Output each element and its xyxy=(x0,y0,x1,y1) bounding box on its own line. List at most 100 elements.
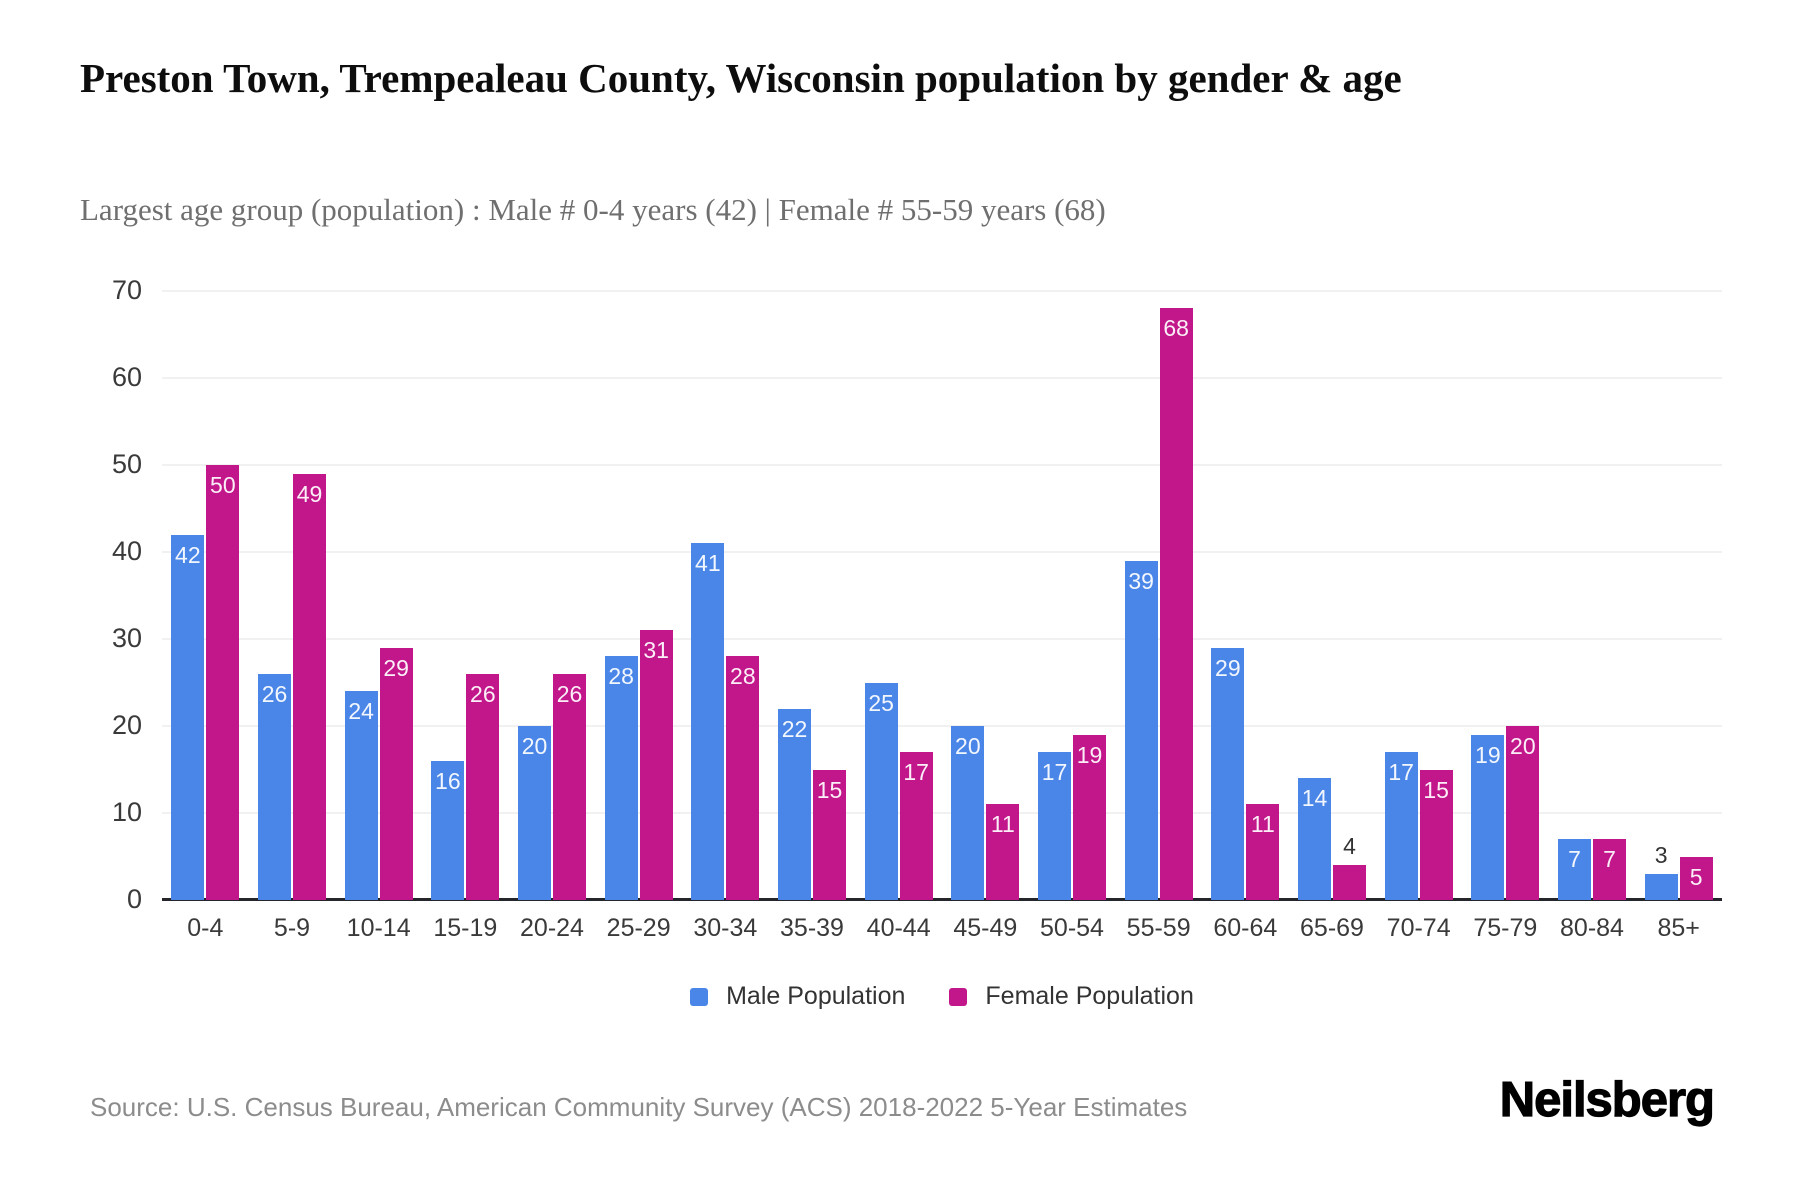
bar-female-65-69[interactable] xyxy=(1333,865,1366,900)
x-tick-label: 50-54 xyxy=(1040,914,1104,942)
bar-value-label: 29 xyxy=(1215,654,1241,681)
legend-label-male: Male Population xyxy=(726,982,906,1010)
bar-value-label: 41 xyxy=(695,550,721,577)
bar-female-0-4[interactable] xyxy=(206,465,240,900)
bar-value-label: 20 xyxy=(521,733,548,759)
bar-value-label: 19 xyxy=(1076,741,1103,768)
bar-male-70-74[interactable] xyxy=(1384,752,1418,900)
bar-value-label: 26 xyxy=(470,680,496,707)
bar-male-75-79[interactable] xyxy=(1471,734,1505,900)
bar-value-label: 17 xyxy=(1041,759,1068,786)
neilsberg-logo: Neilsberg xyxy=(1499,1072,1716,1127)
x-axis-line xyxy=(162,898,1722,901)
bar-male-15-19[interactable] xyxy=(431,760,465,900)
bar-female-80-84[interactable] xyxy=(1593,839,1626,900)
bar-value-label: 15 xyxy=(1423,776,1449,803)
bar-male-65-69[interactable] xyxy=(1298,778,1331,900)
bar-value-label: 20 xyxy=(955,733,981,759)
bar-value-label: 15 xyxy=(816,776,843,803)
y-tick-label: 40 xyxy=(111,536,142,566)
bar-female-75-79[interactable] xyxy=(1506,726,1540,900)
bar-female-10-14[interactable] xyxy=(379,647,413,900)
bar-value-label: 28 xyxy=(608,663,634,690)
bar-value-label: 11 xyxy=(1250,811,1275,838)
bar-value-label: 17 xyxy=(903,759,929,786)
x-tick-label: 85+ xyxy=(1657,914,1700,942)
bar-value-label: 17 xyxy=(1388,759,1414,786)
y-tick-label: 20 xyxy=(111,710,142,740)
y-tick-label: 0 xyxy=(126,884,142,914)
female-legend-swatch-icon xyxy=(949,987,968,1006)
bar-value-label: 24 xyxy=(348,698,374,725)
bar-value-label: 31 xyxy=(643,637,669,664)
x-tick-label: 65-69 xyxy=(1300,914,1364,942)
plot-area: 0 10 20 30 40 50 60 70 42 50 0-4 26 49 5-9 24 29 10-14 16… xyxy=(112,277,1722,942)
bar-male-80-84[interactable] xyxy=(1558,839,1591,900)
x-tick-label: 40-44 xyxy=(866,914,931,942)
x-tick-label: 80-84 xyxy=(1560,914,1624,942)
bar-female-20-24[interactable] xyxy=(553,673,586,900)
x-tick-label: 15-19 xyxy=(433,914,498,942)
source-text: Source: U.S. Census Bureau, American Com… xyxy=(90,1092,1188,1122)
bar-female-60-64[interactable] xyxy=(1246,804,1280,900)
bar-value-label: 26 xyxy=(261,680,288,707)
bar-value-label: 28 xyxy=(730,663,756,690)
y-tick-label: 60 xyxy=(111,362,142,392)
bar-female-25-29[interactable] xyxy=(639,630,673,900)
bar-female-70-74[interactable] xyxy=(1419,769,1453,900)
bar-female-85+[interactable] xyxy=(1679,856,1713,900)
gridline-50 xyxy=(162,464,1722,466)
bar-value-label: 25 xyxy=(868,689,894,716)
bar-value-label: 22 xyxy=(781,715,808,742)
x-tick-label: 5-9 xyxy=(273,914,311,942)
bar-male-50-54[interactable] xyxy=(1038,752,1071,900)
x-tick-label: 75-79 xyxy=(1473,914,1538,942)
bar-female-40-44[interactable] xyxy=(899,752,933,900)
bar-male-40-44[interactable] xyxy=(864,682,898,900)
bar-value-label: 19 xyxy=(1475,741,1501,768)
bar-female-30-34[interactable] xyxy=(726,656,760,900)
bar-female-15-19[interactable] xyxy=(466,673,500,900)
bar-male-5-9[interactable] xyxy=(258,673,291,900)
bar-female-5-9[interactable] xyxy=(293,473,326,900)
bar-male-85+[interactable] xyxy=(1644,873,1678,900)
legend-item-male[interactable]: Male Population xyxy=(690,982,905,1011)
y-tick-label: 50 xyxy=(111,449,142,479)
gridline-30 xyxy=(162,638,1722,640)
bar-male-20-24[interactable] xyxy=(518,726,551,900)
legend-item-female[interactable]: Female Population xyxy=(949,982,1194,1011)
male-legend-swatch-icon xyxy=(690,987,709,1006)
bar-male-35-39[interactable] xyxy=(778,708,811,900)
y-tick-label: 10 xyxy=(111,797,142,827)
bar-male-55-59[interactable] xyxy=(1124,560,1158,900)
x-tick-label: 70-74 xyxy=(1386,914,1451,942)
gridline-20 xyxy=(162,725,1722,727)
y-tick-label: 30 xyxy=(111,623,142,653)
bar-female-35-39[interactable] xyxy=(813,769,846,900)
page-title: Preston Town, Trempealeau County, Wiscon… xyxy=(80,55,1402,101)
bar-male-0-4[interactable] xyxy=(171,534,205,900)
bar-female-50-54[interactable] xyxy=(1073,734,1106,900)
bar-male-30-34[interactable] xyxy=(691,543,725,900)
gridline-10 xyxy=(162,812,1722,814)
bar-female-55-59[interactable] xyxy=(1159,308,1193,900)
bar-value-label: 20 xyxy=(1510,733,1536,759)
chart-subtitle: Largest age group (population) : Male # … xyxy=(80,192,1106,227)
legend-label-female: Female Population xyxy=(985,982,1194,1010)
bar-male-25-29[interactable] xyxy=(604,656,638,900)
bar-value-label: 49 xyxy=(296,480,323,507)
bar-value-label: 7 xyxy=(1568,846,1581,873)
bar-value-label: 3 xyxy=(1654,841,1668,868)
bar-value-label: 50 xyxy=(210,472,236,498)
y-tick-label: 70 xyxy=(111,275,142,305)
bar-female-45-49[interactable] xyxy=(986,804,1020,900)
x-tick-label: 25-29 xyxy=(606,914,671,942)
x-tick-label: 30-34 xyxy=(693,914,758,942)
bar-male-10-14[interactable] xyxy=(344,691,378,900)
bar-male-60-64[interactable] xyxy=(1211,647,1245,900)
x-tick-label: 20-24 xyxy=(520,914,584,942)
bar-male-45-49[interactable] xyxy=(951,726,985,900)
bar-value-label: 42 xyxy=(175,541,201,568)
bar-value-label: 4 xyxy=(1343,833,1356,860)
